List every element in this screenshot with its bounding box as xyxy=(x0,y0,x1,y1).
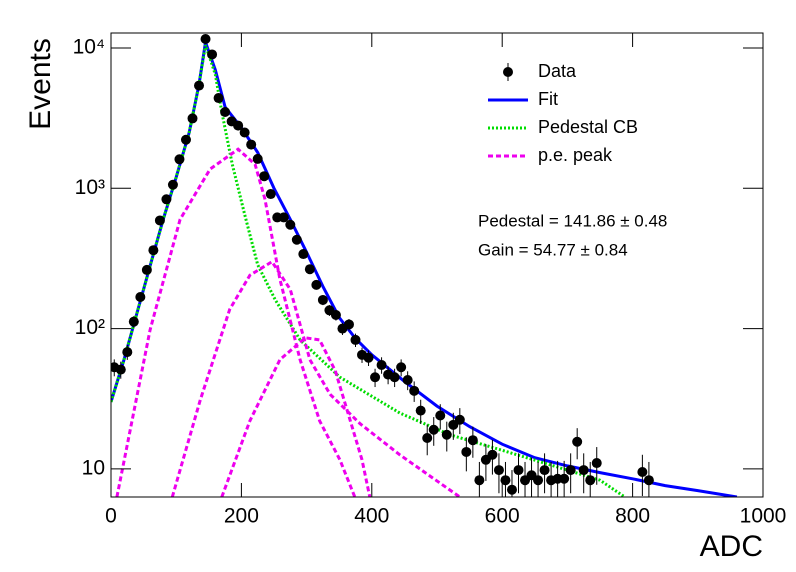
legend-label: p.e. peak xyxy=(538,145,613,165)
data-point xyxy=(578,465,589,476)
data-point xyxy=(585,475,596,486)
data-point xyxy=(207,49,218,60)
legend-label: Data xyxy=(538,61,577,81)
data-point xyxy=(350,334,361,345)
x-tick-label: 200 xyxy=(224,505,259,528)
y-tick-label: 10² xyxy=(75,316,105,339)
data-point xyxy=(565,465,576,476)
data-point xyxy=(572,436,583,447)
data-point xyxy=(285,219,296,230)
y-tick-label: 10³ xyxy=(75,176,105,199)
data-point xyxy=(246,139,257,150)
y-tick-label: 10⁴ xyxy=(73,36,105,59)
data-point xyxy=(220,106,231,117)
data-point xyxy=(643,475,654,486)
data-point xyxy=(402,374,413,385)
data-point xyxy=(278,212,289,223)
annotation: Pedestal = 141.86 ± 0.48 xyxy=(478,211,667,230)
y-tick-label: 10 xyxy=(82,456,105,479)
data-point xyxy=(409,385,420,396)
data-point xyxy=(415,405,426,416)
data-point xyxy=(311,279,322,290)
data-point xyxy=(396,362,407,373)
data-point xyxy=(467,435,478,446)
data-point xyxy=(493,465,504,476)
data-point xyxy=(500,475,511,486)
fit-curve xyxy=(115,147,461,497)
data-point xyxy=(174,154,185,165)
data-point xyxy=(422,432,433,443)
data-point xyxy=(330,309,341,320)
x-tick-label: 1000 xyxy=(740,505,787,528)
data-point xyxy=(122,347,133,358)
data-point xyxy=(487,449,498,460)
data-point xyxy=(252,153,263,164)
data-point xyxy=(128,316,139,327)
data-point xyxy=(187,113,198,124)
data-point xyxy=(513,465,524,476)
data-point xyxy=(167,179,178,190)
data-point xyxy=(317,294,328,305)
legend-label: Fit xyxy=(538,89,558,109)
data-point xyxy=(454,414,465,425)
data-point xyxy=(363,352,374,363)
data-point xyxy=(259,171,270,182)
data-point xyxy=(291,234,302,245)
annotation: Gain = 54.77 ± 0.84 xyxy=(478,240,628,259)
y-axis-label: Events xyxy=(24,38,57,130)
data-point xyxy=(474,475,485,486)
frame xyxy=(110,32,764,498)
fit-curve xyxy=(111,44,626,497)
data-point xyxy=(239,127,250,138)
data-point xyxy=(233,120,244,131)
fit-curve xyxy=(111,41,738,497)
data-point xyxy=(539,465,550,476)
data-point xyxy=(343,319,354,330)
x-tick-label: 600 xyxy=(485,505,520,528)
data-point xyxy=(637,466,648,477)
data-point xyxy=(180,134,191,145)
data-point xyxy=(194,80,205,91)
data-point xyxy=(148,245,159,256)
plot-area xyxy=(111,33,738,497)
data-point xyxy=(428,424,439,435)
data-point xyxy=(461,446,472,457)
legend-label: Pedestal CB xyxy=(538,117,638,137)
data-point xyxy=(265,189,276,200)
data-point xyxy=(559,473,570,484)
data-point xyxy=(441,429,452,440)
data-point xyxy=(141,264,152,275)
data-point xyxy=(298,249,309,260)
data-point xyxy=(533,475,544,486)
data-point xyxy=(115,364,126,375)
data-point xyxy=(200,33,211,44)
data-point xyxy=(506,484,517,495)
data-point xyxy=(213,93,224,104)
x-axis-label: ADC xyxy=(700,530,763,563)
data-point xyxy=(154,215,165,226)
data-point xyxy=(591,458,602,469)
data-point xyxy=(376,360,387,371)
x-tick-label: 800 xyxy=(615,505,650,528)
data-point xyxy=(389,372,400,383)
x-tick-label: 0 xyxy=(105,505,117,528)
data-point xyxy=(135,291,146,302)
data-point xyxy=(161,194,172,205)
x-tick-label: 400 xyxy=(354,505,389,528)
legend-symbol xyxy=(503,67,513,77)
data-point xyxy=(370,372,381,383)
data-point xyxy=(435,410,446,421)
data-point xyxy=(304,264,315,275)
